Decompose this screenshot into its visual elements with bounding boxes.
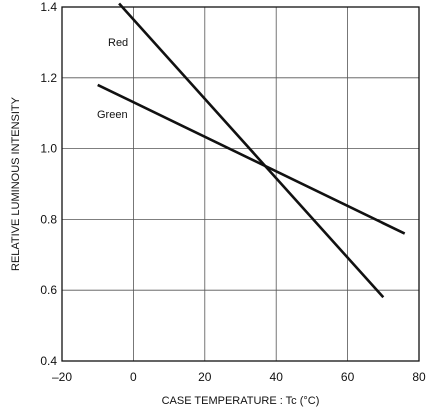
series-layer: Red Green — [97, 2, 406, 299]
y-tick-label: 1.4 — [40, 0, 57, 14]
grid — [62, 7, 419, 361]
tick-labels: –20 0 20 40 60 80 0.4 0.6 0.8 1.0 1.2 1.4 — [40, 0, 426, 384]
y-tick-label: 0.8 — [40, 212, 57, 226]
y-tick-label: 1.0 — [40, 142, 57, 156]
x-tick-label: –20 — [52, 370, 72, 384]
x-tick-label: 40 — [270, 370, 284, 384]
series-label-green: Green — [97, 109, 128, 121]
x-tick-label: 80 — [412, 370, 426, 384]
x-tick-label: 60 — [341, 370, 355, 384]
plot-frame — [61, 6, 420, 362]
series-line-red — [118, 2, 385, 299]
y-tick-label: 0.4 — [40, 354, 57, 368]
y-tick-label: 1.2 — [40, 71, 57, 85]
series-label-red: Red — [108, 37, 128, 49]
x-tick-label: 20 — [198, 370, 212, 384]
y-axis-label: RELATIVE LUMINOUS INTENSITY — [10, 96, 22, 271]
x-tick-label: 0 — [130, 370, 137, 384]
series-line-green — [97, 83, 406, 235]
x-axis-label: CASE TEMPERATURE : Tc (°C) — [162, 395, 320, 407]
y-tick-label: 0.6 — [40, 283, 57, 297]
